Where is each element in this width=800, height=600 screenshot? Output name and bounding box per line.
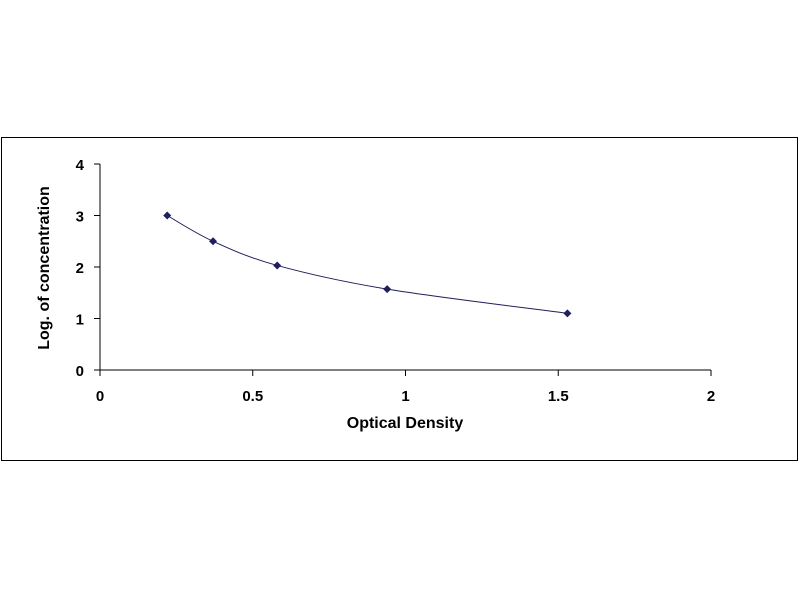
data-point-marker: [273, 261, 282, 270]
x-tick-label: 2: [707, 388, 715, 405]
tick-labels: 0 0.5 1 1.5 2 0 1 2 3 4: [76, 157, 716, 405]
data-point-marker: [563, 309, 572, 318]
y-tick-label: 0: [76, 363, 84, 380]
chart-frame: [1, 137, 798, 461]
data-point-marker: [209, 237, 218, 246]
x-tick-label: 0.5: [242, 388, 263, 405]
data-point-marker: [163, 211, 172, 220]
x-tick-label: 1.5: [548, 388, 569, 405]
data-markers: [163, 211, 572, 318]
fit-curve: [166, 215, 568, 314]
axes: [99, 164, 711, 371]
data-point-marker: [383, 285, 392, 294]
y-tick-label: 3: [76, 209, 84, 226]
x-tick-label: 1: [401, 388, 409, 405]
ticks: [94, 163, 712, 376]
x-axis-title: Optical Density: [347, 415, 464, 432]
y-tick-label: 1: [76, 312, 84, 329]
x-tick-label: 0: [96, 388, 104, 405]
y-tick-label: 2: [76, 260, 84, 277]
y-tick-label: 4: [76, 157, 85, 174]
y-axis-title: Log. of concentration: [36, 186, 53, 350]
